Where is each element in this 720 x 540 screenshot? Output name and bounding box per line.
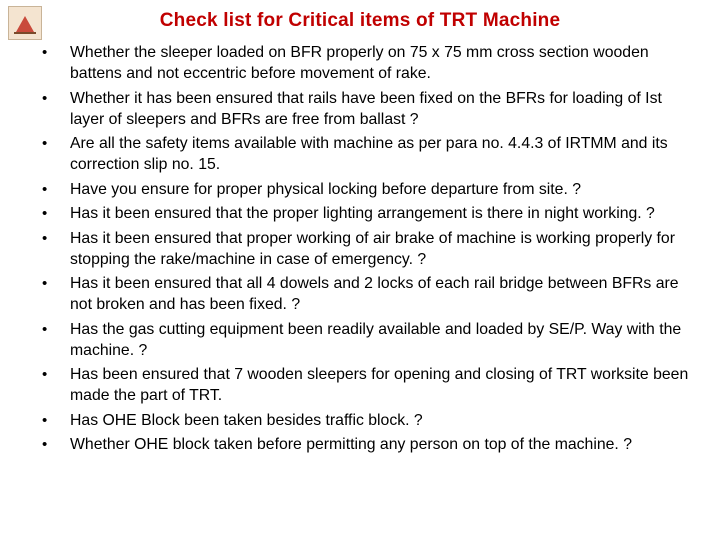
list-item-text: Has been ensured that 7 wooden sleepers … xyxy=(70,364,698,406)
list-item-text: Are all the safety items available with … xyxy=(70,133,698,175)
list-item-text: Has it been ensured that the proper ligh… xyxy=(70,203,655,224)
list-item: •Has OHE Block been taken besides traffi… xyxy=(42,410,698,431)
list-item-text: Has OHE Block been taken besides traffic… xyxy=(70,410,423,431)
list-item-text: Have you ensure for proper physical lock… xyxy=(70,179,581,200)
bullet-icon: • xyxy=(42,273,70,294)
list-item: •Are all the safety items available with… xyxy=(42,133,698,175)
bullet-icon: • xyxy=(42,179,70,200)
list-item: •Has it been ensured that all 4 dowels a… xyxy=(42,273,698,315)
list-item: •Whether OHE block taken before permitti… xyxy=(42,434,698,455)
list-item-text: Whether it has been ensured that rails h… xyxy=(70,88,698,130)
bullet-icon: • xyxy=(42,434,70,455)
list-item-text: Whether the sleeper loaded on BFR proper… xyxy=(70,42,698,84)
list-item-text: Has it been ensured that all 4 dowels an… xyxy=(70,273,698,315)
bullet-icon: • xyxy=(42,364,70,385)
bullet-icon: • xyxy=(42,88,70,109)
list-item: •Whether the sleeper loaded on BFR prope… xyxy=(42,42,698,84)
bullet-icon: • xyxy=(42,203,70,224)
list-item: •Has it been ensured that proper working… xyxy=(42,228,698,270)
list-item: •Have you ensure for proper physical loc… xyxy=(42,179,698,200)
list-item-text: Whether OHE block taken before permittin… xyxy=(70,434,632,455)
list-item: •Whether it has been ensured that rails … xyxy=(42,88,698,130)
bullet-icon: • xyxy=(42,133,70,154)
bullet-icon: • xyxy=(42,410,70,431)
list-item: •Has the gas cutting equipment been read… xyxy=(42,319,698,361)
list-item-text: Has it been ensured that proper working … xyxy=(70,228,698,270)
checklist: •Whether the sleeper loaded on BFR prope… xyxy=(22,42,698,455)
list-item-text: Has the gas cutting equipment been readi… xyxy=(70,319,698,361)
list-item: •Has been ensured that 7 wooden sleepers… xyxy=(42,364,698,406)
list-item: •Has it been ensured that the proper lig… xyxy=(42,203,698,224)
bullet-icon: • xyxy=(42,319,70,340)
logo-icon xyxy=(8,6,42,40)
bullet-icon: • xyxy=(42,42,70,63)
page-title: Check list for Critical items of TRT Mac… xyxy=(22,10,698,32)
bullet-icon: • xyxy=(42,228,70,249)
slide-page: Check list for Critical items of TRT Mac… xyxy=(0,0,720,540)
